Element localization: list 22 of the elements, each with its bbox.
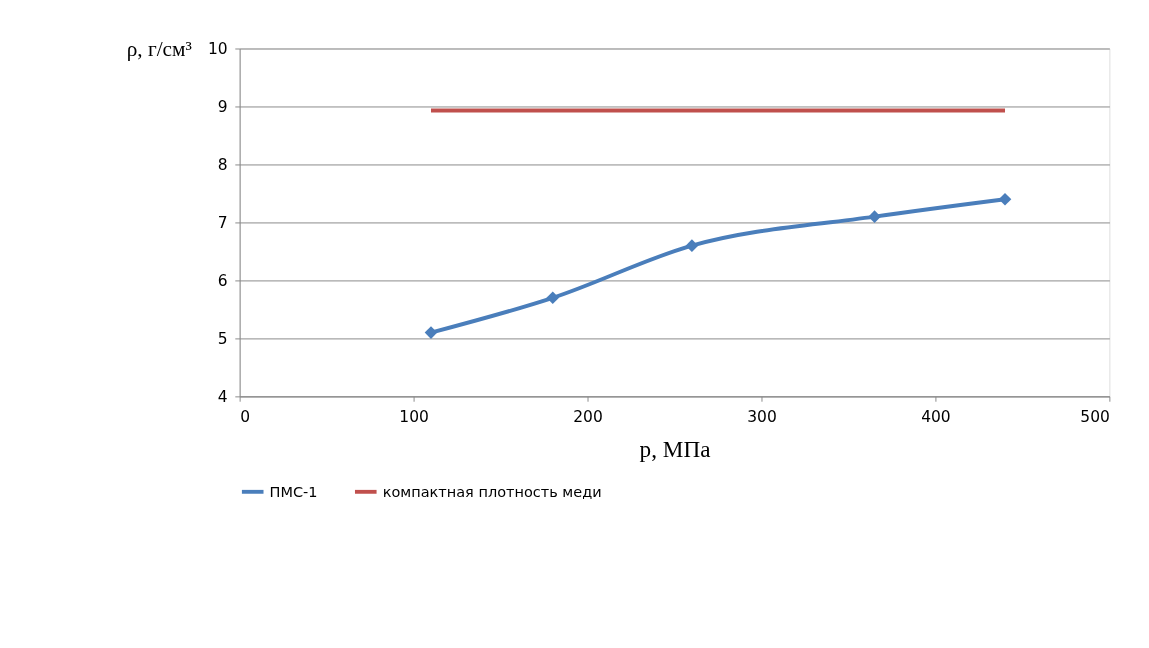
legend-label: компактная плотность меди (382, 483, 602, 500)
y-tick-label: 5 (217, 329, 228, 348)
point (868, 210, 881, 223)
y-tick-label: 6 (217, 271, 228, 290)
x-tick-label: 300 (747, 408, 777, 426)
y-tick-label: 7 (217, 213, 228, 232)
point (424, 326, 438, 339)
x-tick-label: 100 (399, 408, 429, 426)
x-axis-title: p, МПа (639, 435, 711, 462)
y-tick-label: 9 (217, 97, 228, 116)
x-tick-label: 200 (573, 408, 603, 426)
y-tick-label: 8 (217, 155, 228, 174)
x-tick-label: 0 (240, 408, 250, 426)
legend-label: ПМС-1 (269, 483, 318, 500)
x-tick-label: 400 (921, 408, 951, 426)
point (685, 239, 699, 252)
y-tick-label: 10 (207, 39, 228, 58)
y-axis-title: ρ, г/см³ (126, 36, 192, 61)
y-tick-label: 4 (217, 387, 228, 406)
x-tick-label: 500 (1080, 408, 1110, 426)
point (998, 192, 1012, 206)
point (546, 291, 560, 305)
